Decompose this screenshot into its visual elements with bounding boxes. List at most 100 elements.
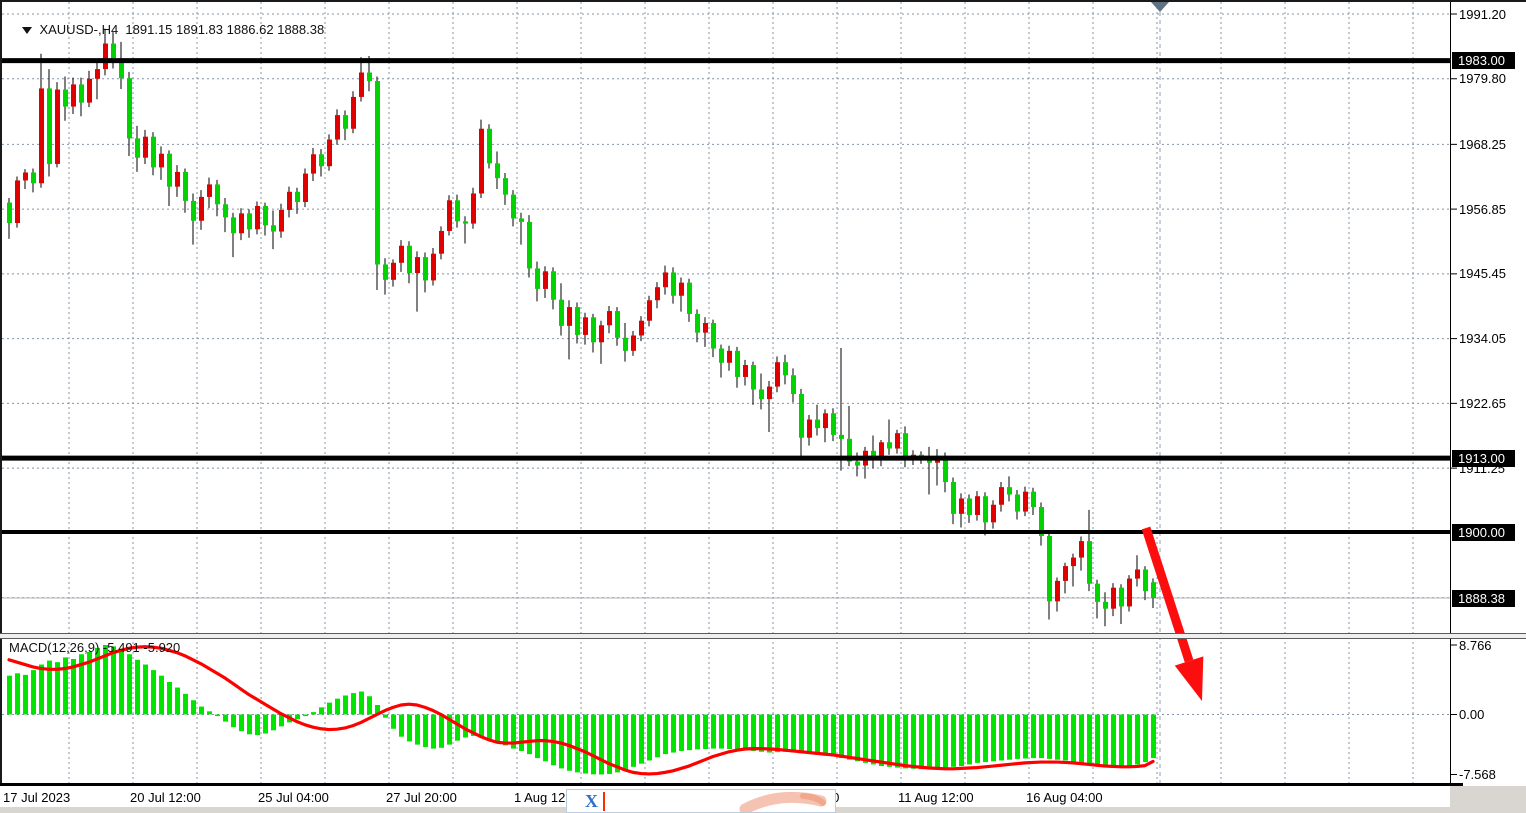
candle bbox=[407, 245, 412, 274]
overlay-input-text: X bbox=[585, 791, 598, 811]
candle bbox=[783, 362, 788, 376]
price-axis-label: 1968.25 bbox=[1459, 136, 1506, 152]
candle bbox=[527, 221, 532, 269]
macd-histogram-bar bbox=[695, 714, 700, 750]
macd-histogram-bar bbox=[207, 711, 212, 715]
candle bbox=[151, 136, 156, 168]
candle bbox=[351, 96, 356, 129]
candle bbox=[87, 78, 92, 103]
candle bbox=[519, 218, 524, 222]
macd-histogram-bar bbox=[663, 714, 668, 755]
macd-histogram-bar bbox=[751, 714, 756, 751]
macd-histogram-bar bbox=[247, 714, 252, 735]
macd-histogram-bar bbox=[727, 714, 732, 749]
chart-dropdown-icon[interactable] bbox=[22, 27, 33, 34]
macd-histogram-bar bbox=[1047, 714, 1052, 759]
macd-histogram-bar bbox=[1135, 714, 1140, 765]
price-axis-label: 1956.85 bbox=[1459, 201, 1506, 217]
chart-title-text: XAUUSD-,H4 1891.15 1891.83 1886.62 1888.… bbox=[39, 22, 325, 37]
macd-histogram-bar bbox=[767, 714, 772, 753]
candle bbox=[71, 84, 76, 107]
price-axis-label: 1934.05 bbox=[1459, 331, 1506, 347]
candle bbox=[631, 335, 636, 351]
macd-histogram-bar bbox=[855, 714, 860, 762]
candle bbox=[1071, 557, 1076, 567]
candle bbox=[239, 213, 244, 234]
macd-histogram-bar bbox=[303, 714, 308, 717]
candle bbox=[455, 200, 460, 222]
macd-histogram-bar bbox=[599, 714, 604, 775]
candle bbox=[623, 337, 628, 351]
candle bbox=[143, 136, 148, 158]
candle bbox=[335, 115, 340, 140]
candle bbox=[599, 325, 604, 343]
candle bbox=[703, 322, 708, 333]
macd-histogram-bar bbox=[79, 654, 84, 715]
macd-histogram-bar bbox=[327, 702, 332, 715]
macd-histogram-bar bbox=[863, 714, 868, 763]
candle bbox=[1055, 580, 1060, 602]
price-level-badge: 1900.00 bbox=[1452, 523, 1515, 541]
macd-histogram-bar bbox=[671, 714, 676, 753]
macd-histogram-bar bbox=[935, 714, 940, 769]
macd-histogram-bar bbox=[15, 673, 20, 715]
candle bbox=[159, 153, 164, 168]
candle bbox=[423, 257, 428, 281]
candle bbox=[399, 245, 404, 263]
candle bbox=[1047, 535, 1052, 602]
macd-histogram-bar bbox=[807, 714, 812, 755]
candle bbox=[1127, 578, 1132, 607]
candle bbox=[543, 271, 548, 289]
macd-histogram-bar bbox=[175, 687, 180, 715]
candle bbox=[559, 299, 564, 326]
candle bbox=[1031, 491, 1036, 508]
macd-histogram-bar bbox=[1103, 714, 1108, 767]
price-axis-label: 1991.20 bbox=[1459, 6, 1506, 22]
macd-histogram-bar bbox=[495, 714, 500, 743]
candle bbox=[463, 221, 468, 224]
chart-shift-marker-icon[interactable] bbox=[1151, 2, 1169, 12]
trend-arrow-head[interactable] bbox=[1174, 656, 1204, 701]
macd-histogram-bar bbox=[1023, 714, 1028, 759]
macd-histogram-bar bbox=[159, 675, 164, 715]
candle bbox=[1087, 541, 1092, 584]
macd-histogram-bar bbox=[647, 714, 652, 761]
time-axis-border bbox=[0, 783, 1463, 786]
macd-histogram-bar bbox=[255, 714, 260, 736]
candle bbox=[127, 78, 132, 139]
candle bbox=[1103, 601, 1108, 609]
macd-histogram-bar bbox=[1055, 714, 1060, 760]
candle bbox=[471, 193, 476, 224]
macd-histogram-bar bbox=[615, 714, 620, 773]
macd-histogram-bar bbox=[119, 648, 124, 715]
macd-histogram-bar bbox=[831, 714, 836, 757]
macd-histogram-bar bbox=[583, 714, 588, 774]
macd-histogram-bar bbox=[143, 664, 148, 715]
macd-histogram-bar bbox=[23, 674, 28, 715]
macd-histogram-bar bbox=[431, 714, 436, 749]
macd-histogram-bar bbox=[951, 714, 956, 767]
pane-separator[interactable] bbox=[0, 633, 1526, 639]
candle bbox=[983, 496, 988, 523]
macd-histogram-bar bbox=[887, 714, 892, 767]
candle bbox=[511, 194, 516, 219]
candle bbox=[855, 461, 860, 466]
macd-histogram-bar bbox=[359, 691, 364, 715]
candle bbox=[503, 178, 508, 195]
text-input-overlay[interactable]: X bbox=[566, 789, 836, 813]
macd-histogram-bar bbox=[703, 714, 708, 749]
macd-histogram-bar bbox=[311, 712, 316, 715]
macd-histogram-bar bbox=[927, 714, 932, 769]
macd-histogram-bar bbox=[183, 693, 188, 715]
candle bbox=[199, 196, 204, 221]
candle bbox=[223, 204, 228, 218]
macd-histogram-bar bbox=[239, 714, 244, 732]
macd-histogram-bar bbox=[871, 714, 876, 765]
candle bbox=[735, 350, 740, 377]
macd-histogram-bar bbox=[1151, 714, 1156, 759]
candle bbox=[655, 287, 660, 301]
candle bbox=[279, 209, 284, 232]
macd-histogram-bar bbox=[519, 714, 524, 751]
time-axis-label: 17 Jul 2023 bbox=[3, 790, 71, 805]
